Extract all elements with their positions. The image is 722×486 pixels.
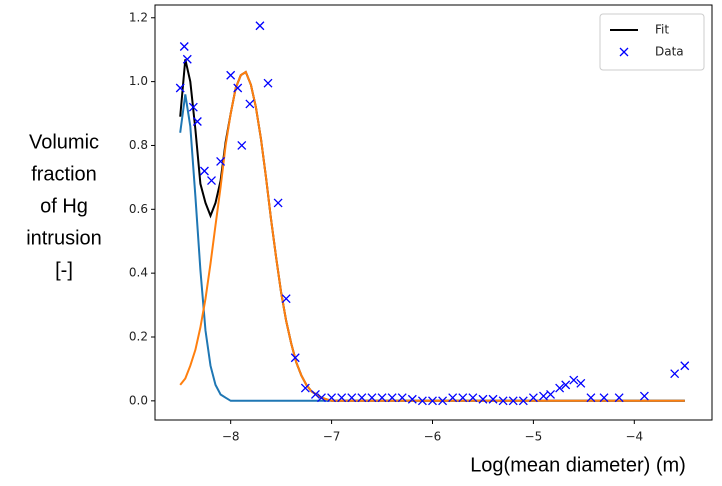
y-axis-label: fraction	[31, 163, 97, 185]
x-tick-label: −6	[424, 430, 442, 444]
data-point	[300, 383, 310, 393]
data-point	[290, 353, 300, 363]
data-point	[273, 198, 283, 208]
data-point	[670, 369, 680, 379]
data-point	[317, 393, 326, 403]
data-point	[397, 393, 407, 403]
data-point	[337, 393, 347, 403]
y-axis-label: intrusion	[26, 227, 102, 249]
y-axis-label: of Hg	[40, 195, 88, 217]
legend-box	[599, 13, 705, 71]
data-point	[281, 294, 291, 304]
plot-frame	[154, 4, 713, 421]
data-point	[347, 393, 357, 403]
data-point	[599, 393, 609, 403]
data-point	[245, 99, 255, 109]
data-point	[680, 361, 690, 371]
data-point	[233, 83, 243, 93]
data-point	[428, 396, 437, 406]
data-point	[561, 380, 571, 390]
data-point	[407, 394, 417, 404]
data-point	[478, 394, 488, 404]
data-point	[508, 396, 518, 406]
line	[179, 94, 685, 402]
y-tick-label: 1.0	[129, 74, 148, 88]
data-point	[528, 393, 538, 403]
data-point	[199, 166, 209, 176]
data-point	[448, 393, 458, 403]
data-point	[377, 393, 387, 403]
x-tick-label: −4	[625, 430, 643, 444]
data-point	[207, 176, 216, 186]
data-point	[417, 396, 427, 406]
data-point	[586, 393, 596, 403]
line	[179, 70, 685, 402]
legend-label: Fit	[655, 23, 669, 37]
data-point	[216, 156, 226, 166]
x-tick-label: −5	[525, 430, 543, 444]
data-point	[569, 375, 579, 385]
data-point	[458, 393, 468, 403]
y-tick-label: 0.8	[129, 138, 148, 152]
data-point	[468, 393, 478, 403]
data-point	[614, 393, 624, 403]
y-tick-label: 0.6	[129, 202, 148, 216]
data-point	[555, 383, 565, 393]
data-point	[518, 396, 528, 406]
legend-marker	[619, 47, 629, 57]
data-point	[192, 117, 202, 126]
data-point	[639, 391, 649, 401]
data-point	[546, 390, 556, 399]
y-axis-label: [-]	[55, 259, 73, 281]
data-point	[175, 83, 185, 93]
data-point	[367, 393, 377, 403]
data-point	[188, 102, 198, 112]
data-point	[179, 42, 189, 51]
data-point	[576, 378, 586, 388]
x-tick-label: −7	[323, 430, 341, 444]
x-tick-label: −8	[222, 430, 240, 444]
data-point	[387, 393, 397, 403]
data-point	[237, 141, 247, 150]
legend-label: Data	[655, 45, 684, 59]
y-tick-label: 0.4	[129, 266, 148, 280]
data-point	[226, 70, 236, 80]
data-point	[182, 54, 192, 64]
y-axis-label: Volumic	[29, 131, 99, 153]
data-point	[488, 394, 498, 404]
y-tick-label: 0.0	[129, 393, 148, 407]
data-point	[438, 396, 448, 406]
data-point	[310, 390, 320, 399]
y-tick-label: 1.2	[129, 10, 148, 24]
data-point	[327, 393, 337, 403]
data-point	[539, 391, 548, 401]
data-point	[357, 393, 367, 403]
y-tick-label: 0.2	[129, 330, 148, 344]
data-point	[498, 396, 508, 406]
data-point	[263, 78, 273, 88]
x-axis-label: Log(mean diameter) (m)	[470, 454, 686, 476]
data-point	[255, 21, 265, 31]
